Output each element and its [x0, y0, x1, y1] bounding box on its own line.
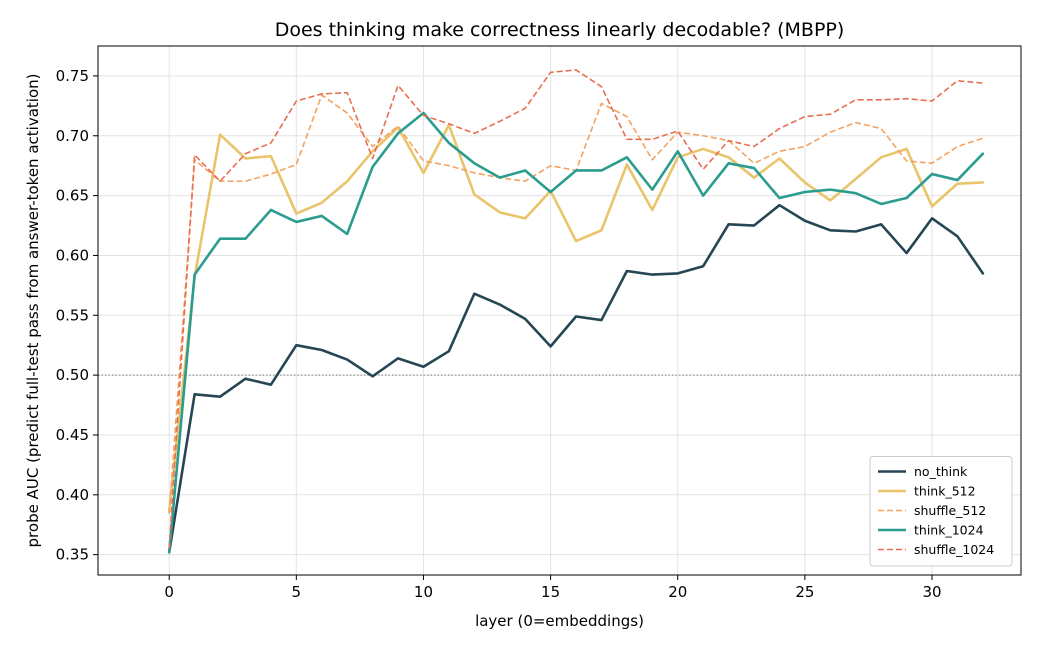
y-tick-label: 0.40: [56, 486, 89, 504]
plot-frame: [97, 45, 1022, 576]
y-tick-label: 0.65: [56, 187, 89, 205]
x-axis-label: layer (0=embeddings): [475, 612, 644, 630]
legend-box: [869, 456, 1013, 567]
y-tick-label: 0.35: [56, 546, 89, 564]
y-axis-label: probe AUC (predict full-test pass from a…: [24, 74, 42, 548]
chart-title: Does thinking make correctness linearly …: [275, 19, 845, 41]
x-axis-ticks: 0 5 10 15 20 25 30: [164, 575, 942, 601]
y-tick-label: 0.70: [56, 127, 89, 145]
legend-label-shuffle-1024: shuffle_1024: [914, 542, 994, 557]
x-tick-label: 20: [668, 583, 687, 601]
x-tick-label: 25: [795, 583, 814, 601]
grid-lines: [98, 46, 1021, 575]
x-tick-label: 0: [164, 583, 174, 601]
legend-label-shuffle-512: shuffle_512: [914, 503, 986, 518]
y-tick-label: 0.60: [56, 246, 89, 264]
legend-label-no-think: no_think: [914, 464, 968, 479]
x-tick-label: 10: [414, 583, 433, 601]
legend-label-think-512: think_512: [914, 484, 976, 499]
series-line-think-512: [167, 123, 985, 513]
legend: no_think think_512 shuffle_512 think_1024sh…: [869, 456, 1013, 567]
y-tick-label: 0.55: [56, 306, 89, 324]
x-tick-label: 30: [922, 583, 941, 601]
y-tick-label: 0.75: [56, 67, 89, 85]
y-tick-label: 0.45: [56, 426, 89, 444]
x-tick-label: 15: [541, 583, 560, 601]
y-axis-ticks: 0.35 0.40 0.45 0.50 0.55 0.60 0.65 0.70 0.75: [56, 67, 98, 564]
series-layer: [167, 69, 985, 554]
y-tick-label: 0.50: [56, 366, 89, 384]
x-tick-label: 5: [292, 583, 302, 601]
legend-label-think-1024: think_1024: [914, 523, 984, 538]
series-line-no-think: [167, 203, 985, 554]
series-line-think-1024: [167, 111, 985, 554]
series-line-shuffle-1024: [168, 69, 983, 549]
